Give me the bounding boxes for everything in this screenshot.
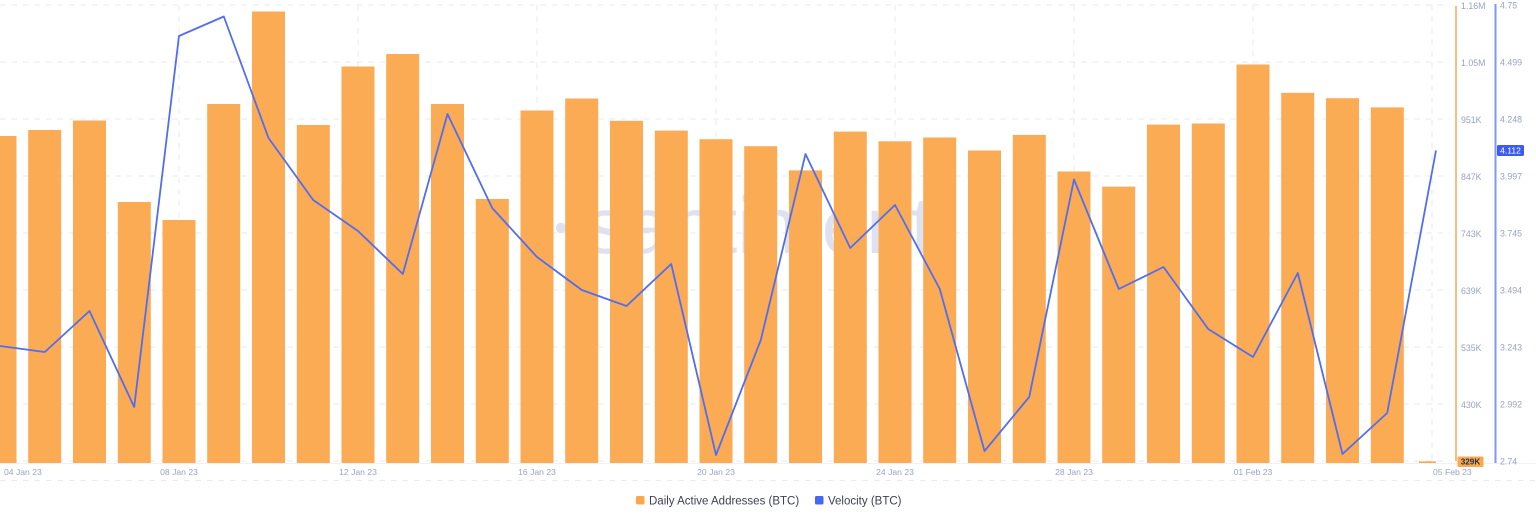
svg-text:4.499: 4.499 — [1500, 58, 1522, 68]
svg-text:16 Jan 23: 16 Jan 23 — [518, 467, 556, 477]
svg-text:4.75: 4.75 — [1500, 1, 1517, 11]
svg-text:951K: 951K — [1461, 115, 1482, 125]
svg-text:1.16M: 1.16M — [1461, 1, 1485, 11]
svg-text:3.494: 3.494 — [1500, 286, 1522, 296]
svg-text:430K: 430K — [1461, 400, 1482, 410]
svg-text:3.745: 3.745 — [1500, 229, 1522, 239]
svg-text:2.992: 2.992 — [1500, 400, 1522, 410]
svg-text:639K: 639K — [1461, 286, 1482, 296]
svg-text:3.243: 3.243 — [1500, 343, 1522, 353]
svg-text:4.112: 4.112 — [1500, 146, 1521, 156]
svg-text:743K: 743K — [1461, 229, 1482, 239]
svg-text:1.05M: 1.05M — [1461, 58, 1485, 68]
svg-text:08 Jan 23: 08 Jan 23 — [160, 467, 198, 477]
svg-text:847K: 847K — [1461, 172, 1482, 182]
svg-text:329K: 329K — [1461, 458, 1481, 467]
svg-text:2.74: 2.74 — [1500, 457, 1517, 467]
svg-text:4.248: 4.248 — [1500, 115, 1522, 125]
svg-text:01 Feb 23: 01 Feb 23 — [1234, 467, 1273, 477]
svg-text:12 Jan 23: 12 Jan 23 — [339, 467, 377, 477]
svg-text:Daily Active Addresses (BTC): Daily Active Addresses (BTC) — [649, 496, 799, 508]
svg-text:535K: 535K — [1461, 343, 1482, 353]
svg-text:04 Jan 23: 04 Jan 23 — [4, 467, 42, 477]
svg-text:3.997: 3.997 — [1500, 172, 1522, 182]
svg-text:Velocity (BTC): Velocity (BTC) — [828, 496, 902, 508]
svg-text:20 Jan 23: 20 Jan 23 — [697, 467, 735, 477]
svg-text:24 Jan 23: 24 Jan 23 — [876, 467, 914, 477]
svg-text:28 Jan 23: 28 Jan 23 — [1055, 467, 1093, 477]
svg-text:05 Feb 23: 05 Feb 23 — [1433, 467, 1472, 477]
